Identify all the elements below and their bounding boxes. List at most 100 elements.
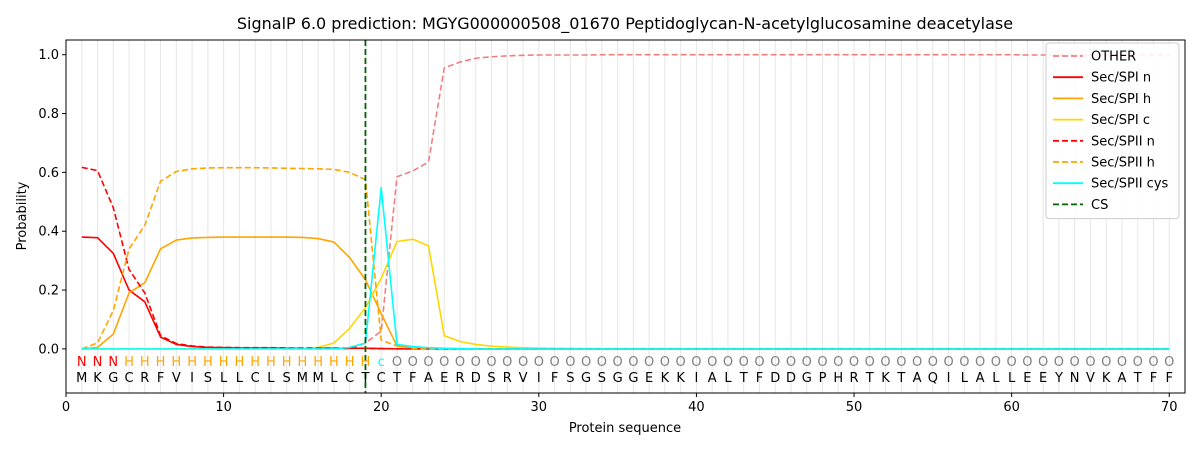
x-axis-label: Protein sequence (569, 421, 681, 436)
region-label: O (943, 355, 953, 370)
region-label: O (975, 355, 985, 370)
region-label: O (581, 355, 591, 370)
region-label: O (723, 355, 733, 370)
region-label: H (187, 355, 197, 370)
x-tick-label: 60 (1003, 400, 1020, 415)
residue-label: Q (928, 371, 938, 386)
series-line-sec-spii-n (81, 166, 1170, 350)
region-label: O (455, 355, 465, 370)
residue-label: A (1118, 371, 1127, 386)
region-label: N (93, 355, 103, 370)
region-label: O (1164, 355, 1174, 370)
y-axis-ticks: 0.0 0.2 0.4 0.6 0.8 1.0 (38, 48, 66, 357)
residue-label: K (676, 371, 685, 386)
region-label: O (565, 355, 575, 370)
region-label: H (219, 355, 229, 370)
residue-label: L (330, 371, 338, 386)
residue-label: D (770, 371, 780, 386)
region-label: H (140, 355, 150, 370)
residue-label: M (313, 371, 324, 386)
region-label: O (849, 355, 859, 370)
residue-label: K (881, 371, 890, 386)
residue-label: P (819, 371, 827, 386)
residue-label: F (157, 371, 164, 386)
residue-label: T (739, 371, 748, 386)
residue-label: E (1039, 371, 1047, 386)
residue-label: E (440, 371, 448, 386)
legend-label: Sec/SPII n (1091, 134, 1155, 149)
region-label: O (865, 355, 875, 370)
region-label: O (991, 355, 1001, 370)
region-label: H (156, 355, 166, 370)
region-label: O (802, 355, 812, 370)
x-axis-ticks: 0 10 20 30 40 50 60 70 (62, 393, 1178, 415)
series-line-sec-spi-h (81, 236, 1170, 350)
residue-label: F (1150, 371, 1157, 386)
residue-label: C (377, 371, 386, 386)
region-label: O (1007, 355, 1017, 370)
residue-label: H (833, 371, 843, 386)
residue-label: R (140, 371, 149, 386)
series-line-sec-spii-h (81, 166, 1170, 350)
region-label: O (392, 355, 402, 370)
residue-label: I (947, 371, 951, 386)
region-label: O (707, 355, 717, 370)
y-tick-label: 1.0 (38, 48, 59, 63)
residue-label: V (1086, 371, 1095, 386)
region-label: O (1117, 355, 1127, 370)
y-axis-label: Probability (15, 181, 30, 250)
residue-label: S (598, 371, 606, 386)
residue-label: D (471, 371, 481, 386)
region-label: H (361, 355, 371, 370)
region-label: O (739, 355, 749, 370)
residue-label: R (503, 371, 512, 386)
region-label: H (345, 355, 355, 370)
plot-frame (65, 39, 1186, 394)
residue-label: V (172, 371, 181, 386)
residue-label: T (392, 371, 401, 386)
region-label: O (691, 355, 701, 370)
x-tick-label: 50 (846, 400, 863, 415)
region-label: O (423, 355, 433, 370)
x-tick-label: 20 (373, 400, 390, 415)
legend-label: OTHER (1091, 50, 1136, 65)
region-label: O (833, 355, 843, 370)
region-label: O (534, 355, 544, 370)
region-label: O (408, 355, 418, 370)
region-label: H (250, 355, 260, 370)
region-label: O (817, 355, 827, 370)
region-label: O (1148, 355, 1158, 370)
y-tick-label: 0.2 (38, 284, 59, 299)
residue-label: S (283, 371, 291, 386)
region-label: O (502, 355, 512, 370)
chart-title: SignalP 6.0 prediction: MGYG000000508_01… (237, 14, 1013, 34)
residue-label: A (708, 371, 717, 386)
residue-label: Y (1054, 371, 1063, 386)
residue-label: I (537, 371, 541, 386)
residue-label: S (566, 371, 574, 386)
residue-label: T (1133, 371, 1142, 386)
residue-label: G (628, 371, 638, 386)
residue-label: G (108, 371, 118, 386)
residue-label: T (360, 371, 369, 386)
region-label: O (471, 355, 481, 370)
x-tick-label: 70 (1161, 400, 1178, 415)
residue-label: G (613, 371, 623, 386)
region-label: H (298, 355, 308, 370)
residue-label: G (581, 371, 591, 386)
residue-label: E (1023, 371, 1031, 386)
legend-label: CS (1091, 198, 1108, 213)
residue-label: A (424, 371, 433, 386)
sequence-layer: MNKNGNCHRHFHVHIHSHLHLHCHLHSHMHMHLHCHTHCc… (76, 355, 1174, 386)
residue-label: K (1102, 371, 1111, 386)
region-label: N (77, 355, 87, 370)
region-label: O (1070, 355, 1080, 370)
region-label: O (628, 355, 638, 370)
region-label: H (282, 355, 292, 370)
region-label: O (549, 355, 559, 370)
region-label: O (439, 355, 449, 370)
region-label: H (266, 355, 276, 370)
residue-label: I (190, 371, 194, 386)
legend-label: Sec/SPI h (1091, 92, 1151, 107)
residue-label: L (267, 371, 275, 386)
